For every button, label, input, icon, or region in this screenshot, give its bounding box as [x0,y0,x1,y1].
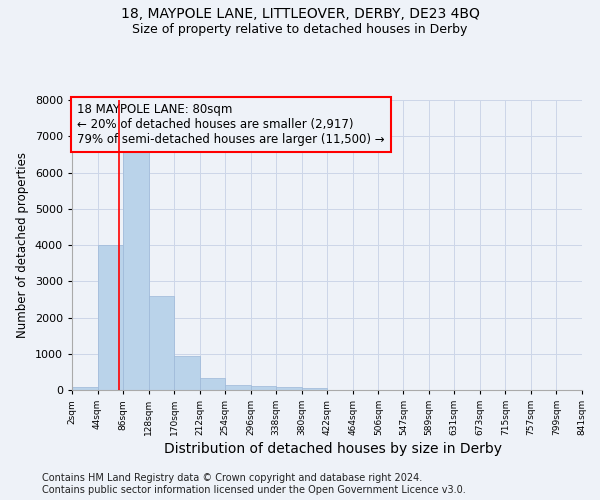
Bar [174,356,200,390]
Text: 18, MAYPOLE LANE, LITTLEOVER, DERBY, DE23 4BQ: 18, MAYPOLE LANE, LITTLEOVER, DERBY, DE2… [121,8,479,22]
Text: 18 MAYPOLE LANE: 80sqm
← 20% of detached houses are smaller (2,917)
79% of semi-: 18 MAYPOLE LANE: 80sqm ← 20% of detached… [77,103,385,146]
Bar [276,387,302,390]
Bar [225,386,251,390]
Bar [200,378,225,390]
Bar [302,388,328,390]
Text: Contains HM Land Registry data © Crown copyright and database right 2024.
Contai: Contains HM Land Registry data © Crown c… [42,474,466,495]
Bar [251,386,276,390]
Bar [123,151,149,390]
Text: Size of property relative to detached houses in Derby: Size of property relative to detached ho… [133,22,467,36]
Text: Distribution of detached houses by size in Derby: Distribution of detached houses by size … [164,442,502,456]
Bar [72,388,98,390]
Bar [98,245,123,390]
Bar [149,296,174,390]
Y-axis label: Number of detached properties: Number of detached properties [16,152,29,338]
